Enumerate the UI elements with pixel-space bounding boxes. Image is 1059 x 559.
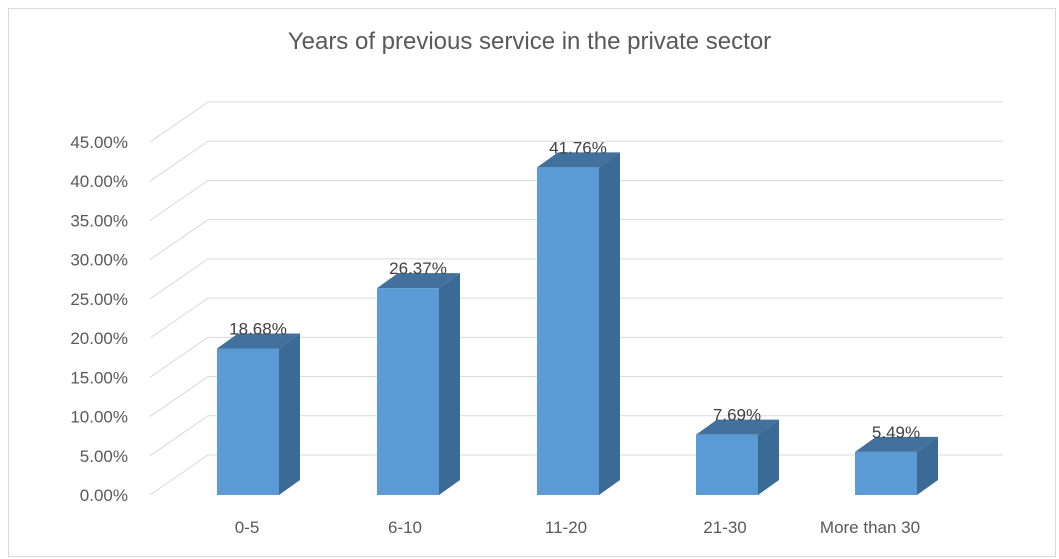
bar-side (917, 436, 938, 495)
bar-group (537, 152, 620, 495)
gridline (149, 336, 1003, 378)
gridline (149, 297, 1003, 339)
x-tick-label: 21-30 (703, 518, 746, 537)
bar-top (217, 333, 300, 349)
bar-side (439, 273, 460, 495)
y-tick-label: 20.00% (70, 329, 128, 348)
x-tick-label: 0-5 (235, 518, 260, 537)
y-tick-label: 25.00% (70, 290, 128, 309)
data-label: 18.68% (229, 319, 287, 338)
gridline (149, 258, 1003, 300)
data-label: 41.76% (549, 138, 607, 157)
y-tick-label: 45.00% (70, 133, 128, 152)
gridline (149, 101, 1003, 143)
chart-title: Years of previous service in the private… (287, 28, 772, 55)
x-tick-label: More than 30 (820, 518, 920, 537)
bar (537, 167, 599, 495)
gridline (149, 376, 1003, 417)
data-label: 7.69% (713, 406, 761, 425)
bar (217, 348, 279, 495)
bar-side (758, 419, 779, 495)
data-label: 5.49% (872, 423, 920, 442)
y-tick-label: 15.00% (70, 368, 128, 387)
y-tick-label: 5.00% (80, 447, 128, 466)
bars: 18.68% 26.37% 41.76% 7.69% 5.49% (217, 138, 938, 495)
bar-top (696, 419, 779, 435)
bar-group (855, 436, 938, 495)
y-tick-label: 0.00% (80, 486, 128, 505)
bar-group (377, 273, 460, 495)
bar-top (855, 436, 938, 452)
gridlines (149, 101, 1003, 496)
x-tick-label: 11-20 (545, 518, 587, 537)
bar-side (279, 333, 300, 495)
x-axis-labels: 0-5 6-10 11-20 21-30 More than 30 (235, 518, 920, 537)
bar (377, 288, 439, 495)
y-tick-label: 35.00% (70, 211, 128, 230)
bar-group (217, 333, 300, 495)
bar (696, 434, 758, 495)
bar-top (377, 273, 460, 289)
gridline (149, 219, 1003, 261)
y-tick-label: 10.00% (70, 408, 128, 427)
y-axis-ticks: 0.00% 5.00% 10.00% 15.00% 20.00% 25.00% 30.00%… (70, 133, 128, 505)
x-tick-label: 6-10 (388, 518, 422, 537)
bar-side (599, 152, 620, 495)
bar (855, 451, 917, 495)
gridline (149, 415, 1003, 457)
y-tick-label: 40.00% (70, 172, 128, 191)
gridline (149, 179, 1003, 221)
y-tick-label: 30.00% (70, 251, 128, 270)
bar-group (696, 419, 779, 495)
gridline (149, 140, 1003, 182)
data-label: 26.37% (389, 259, 447, 278)
bar-top (537, 152, 620, 168)
